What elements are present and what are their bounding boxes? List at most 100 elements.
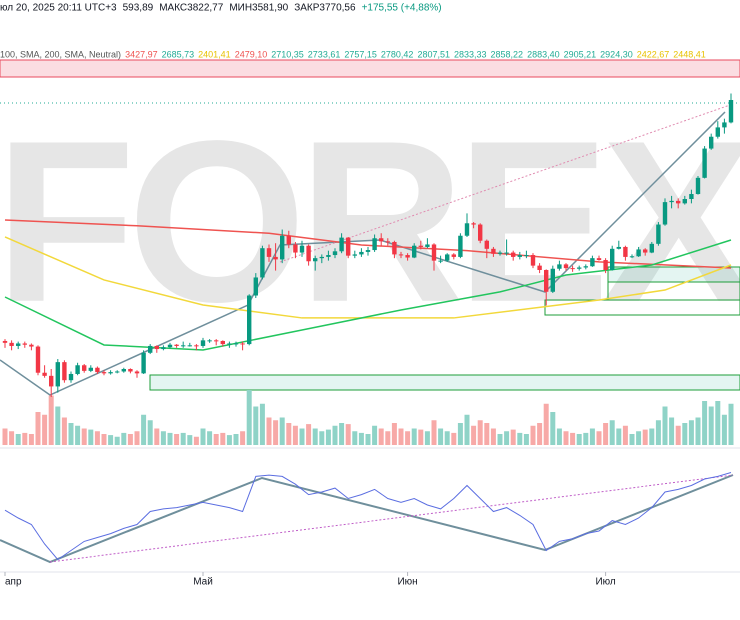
candle-body (458, 235, 463, 257)
support-zone (544, 299, 740, 316)
volume-bar (642, 429, 648, 445)
candle-body (141, 352, 146, 374)
candle-body (629, 256, 635, 258)
volume-bar (213, 434, 219, 445)
volume-bar (207, 431, 213, 445)
volume-bar (424, 431, 430, 445)
candle-body (55, 362, 60, 387)
candle-body (511, 252, 516, 257)
volume-bar (418, 429, 424, 445)
candle-body (537, 265, 542, 270)
header-item: МАКС3822,77 (159, 3, 224, 14)
candle-body (266, 248, 272, 257)
volume-bar (325, 429, 331, 445)
candle-body (662, 202, 668, 225)
legend-item: 2905,21 (564, 49, 597, 59)
volume-bar (94, 431, 100, 445)
volume-bar (312, 428, 318, 445)
candle-body (577, 267, 582, 269)
volume-bar (438, 428, 444, 445)
volume-bar (385, 431, 391, 445)
candle-body (570, 268, 575, 270)
volume-bar (570, 432, 576, 445)
candle-body (280, 235, 285, 260)
x-tick-label: апр (5, 577, 22, 588)
volume-bar (246, 390, 252, 445)
candle-body (260, 248, 265, 278)
volume-bar (28, 434, 34, 445)
legend-item: 2448,41 (673, 49, 706, 59)
candle-body (451, 254, 456, 257)
x-tick-label: Июл (595, 577, 615, 588)
volume-bar (490, 428, 496, 445)
volume-bar (339, 423, 345, 445)
volume-bar (114, 436, 120, 445)
volume-bar (35, 412, 41, 445)
candle-body (233, 343, 239, 345)
volume-bar (174, 434, 180, 445)
volume-bar (629, 434, 635, 445)
volume-bar (332, 425, 338, 445)
candle-body (299, 245, 305, 253)
candle-body (702, 148, 707, 178)
candle-body (557, 264, 562, 269)
candle-body (722, 122, 727, 128)
volume-bar (616, 428, 622, 445)
candle-body (332, 251, 338, 256)
legend-item: 3427,97 (125, 49, 158, 59)
volume-bar (682, 423, 688, 445)
candle-body (16, 343, 21, 346)
volume-bar (457, 423, 463, 445)
volume-bar (431, 420, 437, 445)
volume-bar (134, 431, 140, 445)
oscillator-trend (0, 474, 734, 564)
volume-bar (583, 432, 589, 445)
volume-bar (721, 414, 727, 445)
header-item: 593,89 (123, 3, 154, 14)
candle-body (636, 249, 641, 257)
candle-body (346, 237, 351, 256)
candle-body (154, 345, 159, 350)
candle-body (49, 375, 54, 387)
candle-body (115, 371, 120, 373)
volume-bar (477, 420, 483, 445)
candle-body (319, 256, 324, 259)
volume-bar (180, 432, 186, 445)
volume-bar (378, 428, 384, 445)
candle-body (497, 252, 503, 254)
volume-bar (141, 414, 147, 445)
legend-item: 2733,61 (308, 49, 341, 59)
candle-body (29, 344, 34, 347)
volume-bar (48, 395, 54, 445)
candle-body (445, 254, 450, 261)
candle-body (128, 368, 133, 372)
candle-body (563, 264, 569, 269)
volume-bar (471, 425, 477, 445)
moving-average (4, 236, 732, 319)
volume-bar (622, 425, 628, 445)
oscillator-line (4, 472, 732, 561)
candle-body (227, 343, 232, 345)
volume-bar (411, 428, 417, 445)
candle-body (35, 346, 41, 373)
candle-body (326, 255, 331, 257)
header-item: юл 20, 2025 20:11 UTC+3 (0, 3, 117, 14)
volume-bar (15, 434, 21, 445)
candle-body (148, 345, 153, 353)
volume-bar (193, 436, 199, 445)
candle-body (550, 268, 555, 292)
moving-average (4, 219, 732, 269)
candle-body (412, 245, 417, 258)
volume-bar (200, 428, 206, 445)
volume-bar (279, 417, 285, 445)
candle-body (590, 258, 595, 267)
candle-body (524, 255, 529, 257)
moving-average (4, 239, 732, 351)
volume-bar (22, 432, 28, 445)
candle-body (359, 251, 364, 255)
candle-body (372, 238, 377, 251)
volume-bar (9, 431, 15, 445)
volume-bar (319, 431, 325, 445)
volume-bar (167, 432, 173, 445)
